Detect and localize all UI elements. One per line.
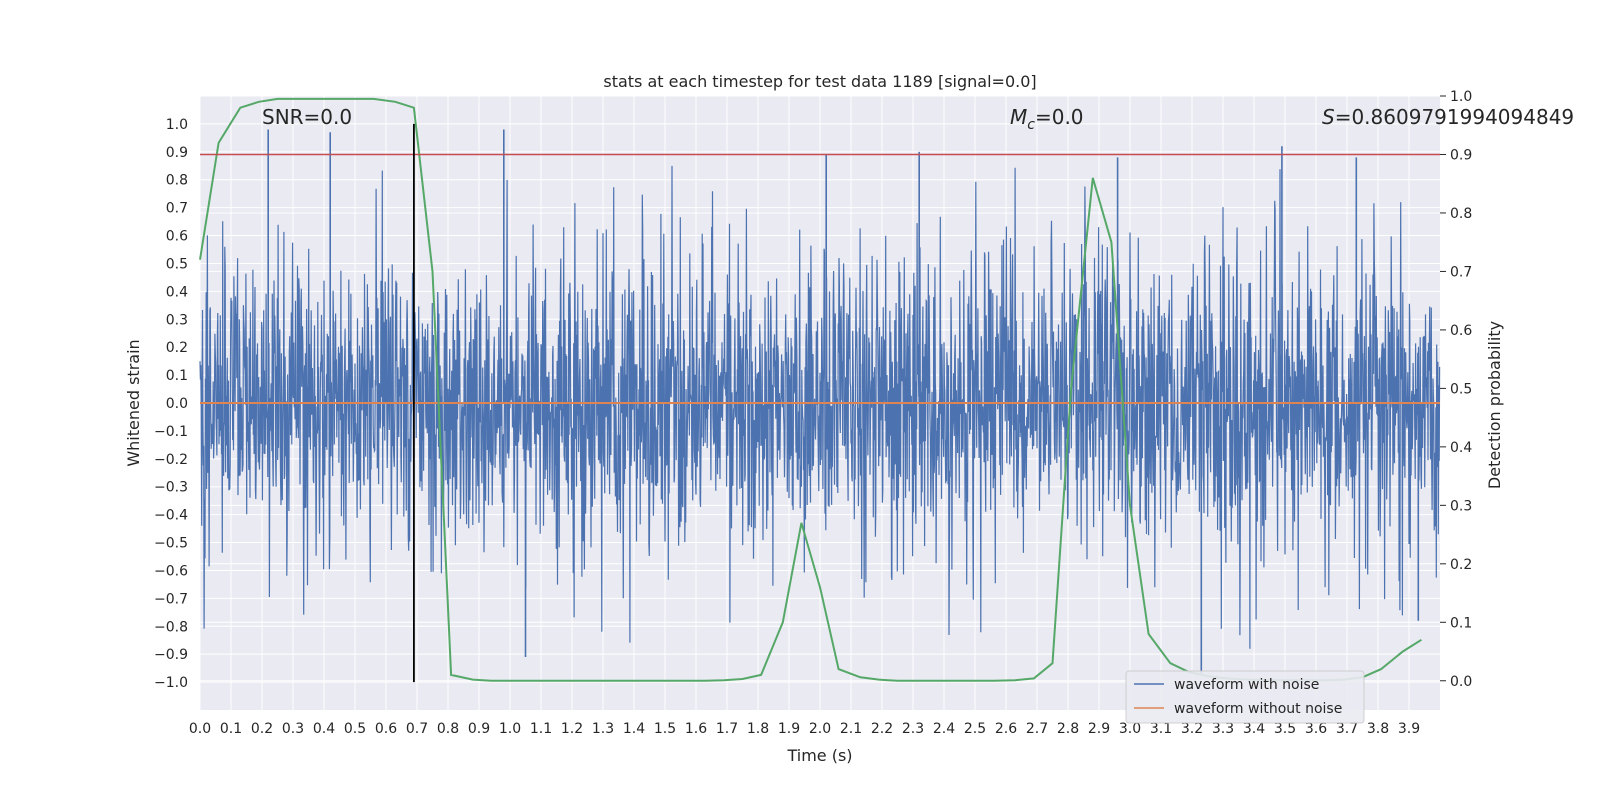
y-tick-label: −0.8 xyxy=(154,619,188,635)
y2-tick-label: 0.6 xyxy=(1450,323,1472,339)
y-tick-label: 0.8 xyxy=(166,173,188,189)
x-axis-label: Time (s) xyxy=(786,746,852,765)
chart-title: stats at each timestep for test data 118… xyxy=(603,72,1036,91)
x-tick-label: 1.5 xyxy=(654,721,676,737)
x-tick-label: 3.7 xyxy=(1336,721,1358,737)
y2-tick-label: 0.8 xyxy=(1450,206,1472,222)
y-tick-label: −0.3 xyxy=(154,480,188,496)
waveform-with-noise-line xyxy=(199,165,1441,649)
score-annotation: S=0.8609791994094849 xyxy=(1322,105,1574,129)
x-tick-label: 1.4 xyxy=(623,721,645,737)
legend-label-noise: waveform with noise xyxy=(1174,677,1319,693)
y-tick-label: −1.0 xyxy=(154,675,188,691)
y-tick-label: 0.7 xyxy=(166,201,188,217)
x-tick-label: 3.4 xyxy=(1243,721,1265,737)
x-tick-label: 0.9 xyxy=(468,721,490,737)
x-tick-label: 0.8 xyxy=(437,721,459,737)
waveform-with-noise-series xyxy=(199,129,1441,674)
x-tick-label: 3.9 xyxy=(1398,721,1420,737)
y2-tick-label: 0.2 xyxy=(1450,557,1472,573)
chirp-mass-symbol: M xyxy=(1010,105,1027,129)
x-tick-label: 2.7 xyxy=(1026,721,1048,737)
y2-tick-label: 0.9 xyxy=(1450,147,1472,163)
x-tick-label: 1.6 xyxy=(685,721,707,737)
x-tick-label: 0.0 xyxy=(189,721,211,737)
x-tick-label: 0.5 xyxy=(344,721,366,737)
x-tick-label: 0.7 xyxy=(406,721,428,737)
reference-lines xyxy=(200,123,1440,683)
x-tick-label: 3.3 xyxy=(1212,721,1234,737)
y-tick-label: 0.2 xyxy=(166,340,188,356)
y2-tick-label: 0.7 xyxy=(1450,264,1472,280)
x-tick-label: 2.3 xyxy=(902,721,924,737)
y2-axis-label: Detection probability xyxy=(1485,321,1504,489)
y-tick-label: 1.0 xyxy=(166,117,188,133)
x-tick-label: 2.5 xyxy=(964,721,986,737)
y-axis-label: Whitened strain xyxy=(124,339,143,466)
x-tick-label: 3.5 xyxy=(1274,721,1296,737)
y2-tick-label: 0.3 xyxy=(1450,498,1472,514)
x-tick-label: 2.1 xyxy=(840,721,862,737)
y-tick-label: −0.6 xyxy=(154,563,188,579)
x-tick-label: 0.3 xyxy=(282,721,304,737)
y2-axis-ticks: 1.0 0.9 0.8 0.7 0.6 0.5 0.4 0.3 0.2 0.1 0.0 xyxy=(1440,89,1472,690)
x-tick-label: 1.1 xyxy=(530,721,552,737)
chirp-mass-value: =0.0 xyxy=(1035,105,1084,129)
x-tick-label: 0.4 xyxy=(313,721,335,737)
y-tick-label: 0.9 xyxy=(166,145,188,161)
x-tick-label: 2.0 xyxy=(809,721,831,737)
y-tick-label: 0.1 xyxy=(166,368,188,384)
x-tick-label: 3.2 xyxy=(1181,721,1203,737)
x-tick-label: 2.2 xyxy=(871,721,893,737)
snr-annotation: SNR=0.0 xyxy=(262,105,352,129)
y-tick-label: 0.4 xyxy=(166,284,188,300)
y-tick-label: −0.1 xyxy=(154,424,188,440)
y2-tick-label: 0.4 xyxy=(1450,440,1472,456)
x-tick-label: 0.1 xyxy=(220,721,242,737)
x-tick-label: 3.6 xyxy=(1305,721,1327,737)
x-tick-label: 2.6 xyxy=(995,721,1017,737)
score-value: =0.8609791994094849 xyxy=(1335,105,1574,129)
y2-tick-label: 0.0 xyxy=(1450,674,1472,690)
x-tick-label: 1.2 xyxy=(561,721,583,737)
score-symbol: S xyxy=(1322,105,1335,129)
chirp-mass-subscript: c xyxy=(1027,117,1035,133)
y-axis-ticks: 1.0 0.9 0.8 0.7 0.6 0.5 0.4 0.3 0.2 0.1 0.0 −0.1 −0.… xyxy=(154,117,188,691)
legend-label-clean: waveform without noise xyxy=(1174,701,1342,717)
y-tick-label: −0.2 xyxy=(154,452,188,468)
y2-tick-label: 1.0 xyxy=(1450,89,1472,105)
x-tick-label: 2.8 xyxy=(1057,721,1079,737)
y-tick-label: −0.7 xyxy=(154,591,188,607)
y-tick-label: 0.6 xyxy=(166,229,188,245)
x-tick-label: 2.9 xyxy=(1088,721,1110,737)
x-tick-label: 1.0 xyxy=(499,721,521,737)
x-tick-label: 1.7 xyxy=(716,721,738,737)
chirp-mass-annotation: Mc=0.0 xyxy=(1010,105,1084,133)
y-tick-label: 0.3 xyxy=(166,312,188,328)
x-tick-label: 3.1 xyxy=(1150,721,1172,737)
y-tick-label: −0.9 xyxy=(154,647,188,663)
y-tick-label: −0.4 xyxy=(154,508,188,524)
y-tick-label: 0.5 xyxy=(166,256,188,272)
x-tick-label: 2.4 xyxy=(933,721,955,737)
y2-tick-label: 0.1 xyxy=(1450,615,1472,631)
x-tick-label: 1.8 xyxy=(747,721,769,737)
y-tick-label: −0.5 xyxy=(154,536,188,552)
y2-tick-label: 0.5 xyxy=(1450,381,1472,397)
x-tick-label: 3.8 xyxy=(1367,721,1389,737)
x-tick-label: 3.0 xyxy=(1119,721,1141,737)
legend: waveform with noise waveform without noi… xyxy=(1125,670,1365,724)
legend-box xyxy=(1125,670,1365,724)
x-tick-label: 0.2 xyxy=(251,721,273,737)
x-axis-ticks: 0.0 0.1 0.2 0.3 0.4 0.5 0.6 0.7 0.8 0.9 1.0 1.1 1.2 1… xyxy=(189,721,1420,737)
x-tick-label: 1.9 xyxy=(778,721,800,737)
y-tick-label: 0.0 xyxy=(166,396,188,412)
x-tick-label: 1.3 xyxy=(592,721,614,737)
x-tick-label: 0.6 xyxy=(375,721,397,737)
